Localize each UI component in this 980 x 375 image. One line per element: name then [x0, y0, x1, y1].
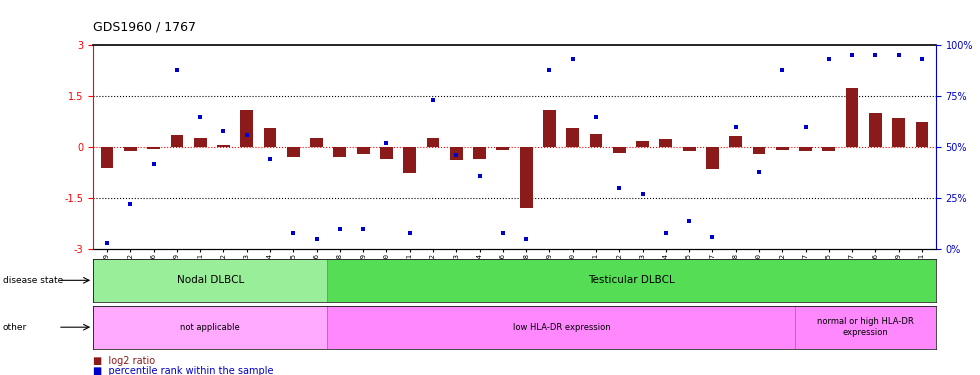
Bar [264, 129, 276, 147]
Bar [729, 136, 742, 147]
Text: low HLA-DR expression: low HLA-DR expression [513, 322, 611, 332]
Bar [380, 147, 393, 159]
Bar [404, 147, 416, 173]
Text: normal or high HLA-DR
expression: normal or high HLA-DR expression [817, 318, 914, 337]
Bar [194, 138, 207, 147]
Bar [357, 147, 369, 154]
Text: GDS1960 / 1767: GDS1960 / 1767 [93, 21, 196, 34]
Bar [799, 147, 811, 151]
Bar [171, 135, 183, 147]
Bar [426, 138, 439, 147]
Text: Testicular DLBCL: Testicular DLBCL [588, 275, 675, 285]
Bar [123, 147, 137, 151]
Bar [915, 122, 928, 147]
Text: ■  log2 ratio: ■ log2 ratio [93, 356, 155, 366]
Text: ■  percentile rank within the sample: ■ percentile rank within the sample [93, 366, 273, 375]
Bar [311, 138, 323, 147]
Bar [612, 147, 625, 153]
Bar [93, 259, 327, 302]
Bar [101, 147, 114, 168]
Bar [327, 306, 796, 349]
Bar [450, 147, 463, 160]
Bar [287, 147, 300, 158]
Bar [753, 147, 765, 154]
Bar [218, 146, 230, 147]
Bar [333, 147, 346, 158]
Bar [869, 113, 882, 147]
Bar [147, 147, 160, 149]
Text: Nodal DLBCL: Nodal DLBCL [176, 275, 244, 285]
Text: disease state: disease state [3, 276, 63, 285]
Bar [683, 147, 696, 151]
Bar [776, 147, 789, 150]
Text: not applicable: not applicable [180, 322, 240, 332]
Bar [240, 110, 253, 147]
Bar [566, 129, 579, 147]
Bar [497, 147, 510, 150]
Bar [636, 141, 649, 147]
Bar [822, 147, 835, 151]
Bar [706, 147, 718, 170]
Bar [519, 147, 532, 208]
Bar [796, 306, 936, 349]
Bar [543, 110, 556, 147]
Bar [892, 118, 906, 147]
Text: other: other [3, 322, 27, 332]
Bar [93, 306, 327, 349]
Bar [846, 88, 858, 147]
Bar [660, 139, 672, 147]
Bar [473, 147, 486, 159]
Bar [590, 134, 603, 147]
Bar [327, 259, 936, 302]
